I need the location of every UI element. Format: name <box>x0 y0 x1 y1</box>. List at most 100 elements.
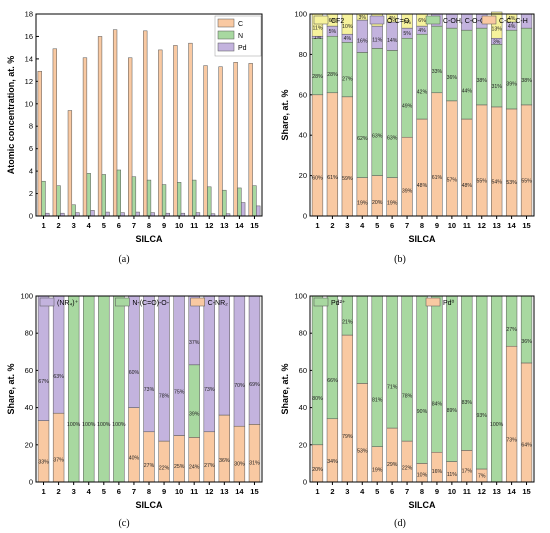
bar-data-label: 89% <box>447 408 458 414</box>
bar-data-label: 59% <box>342 176 353 182</box>
bar-data-label: 19% <box>387 200 398 206</box>
x-tick-label: 11 <box>190 221 198 230</box>
y-axis-label: Share, at. % <box>280 89 290 140</box>
legend-label: Pd <box>238 45 247 52</box>
bar-data-label: 3% <box>359 15 367 21</box>
bar-data-label: 39% <box>402 188 413 194</box>
bar-segment-cc <box>401 136 413 217</box>
y-tick-label: 80 <box>25 329 33 338</box>
bar-data-label: 28% <box>312 74 323 80</box>
bar-n <box>56 185 61 217</box>
y-tick-label: 100 <box>294 10 307 19</box>
y-tick-label: 0 <box>29 212 33 221</box>
bar-data-label: 100% <box>112 422 126 428</box>
x-tick-label: 12 <box>205 487 213 496</box>
bar-c <box>248 63 253 217</box>
bar-segment-coh <box>326 35 339 94</box>
x-tick-label: 7 <box>132 221 136 230</box>
bar-data-label: 100% <box>490 422 504 428</box>
bar-segment-pd2 <box>491 295 503 483</box>
bar-c <box>97 36 103 217</box>
bar-data-label: 19% <box>372 467 383 473</box>
y-tick-label: 80 <box>299 50 307 59</box>
bar-data-label: 17% <box>462 469 473 475</box>
y-tick-label: 20 <box>299 440 307 449</box>
bar-segment-ncoo <box>98 295 110 483</box>
bar-c <box>82 57 88 217</box>
bar-data-label: 53% <box>506 180 517 186</box>
bar-c <box>112 29 118 217</box>
bar-c <box>67 110 73 217</box>
bar-pd <box>135 211 140 217</box>
bar-data-label: 5% <box>329 29 337 35</box>
bar-data-label: 40% <box>129 456 140 462</box>
bar-n <box>116 169 121 217</box>
bar-segment-coh <box>431 25 443 94</box>
y-tick-label: 40 <box>25 403 33 412</box>
bar-data-label: 36% <box>219 458 230 464</box>
bar-data-label: 100% <box>67 422 81 428</box>
bar-data-label: 11% <box>312 26 322 32</box>
bar-segment-coh <box>341 42 353 98</box>
y-tick-label: 40 <box>299 131 307 140</box>
bar-data-label: 93% <box>477 413 488 419</box>
bar-segment-ncoo <box>188 364 200 438</box>
bar-segment-coh <box>446 27 458 102</box>
bar-segment-cnr2 <box>233 425 246 483</box>
bar-segment-pd0 <box>520 362 533 483</box>
bar-pd <box>241 202 246 217</box>
bar-n <box>252 185 257 217</box>
bar-segment-cc <box>311 94 324 217</box>
legend-label: Pd⁰ <box>443 299 455 307</box>
bar-pd <box>195 212 201 217</box>
x-axis-label: SILCA <box>136 234 164 244</box>
bar-n <box>222 189 227 217</box>
bar-n <box>101 174 106 217</box>
bar-segment-cnr2 <box>37 420 50 483</box>
bar-c <box>158 49 163 217</box>
bar-segment-nr4 <box>173 295 185 436</box>
bar-data-label: 79% <box>342 434 353 440</box>
bar-data-label: 61% <box>327 175 338 181</box>
x-tick-label: 15 <box>522 487 530 496</box>
legend-swatch-nr4 <box>39 297 55 307</box>
y-tick-label: 60 <box>299 90 307 99</box>
bar-data-label: 38% <box>521 78 532 84</box>
x-tick-label: 14 <box>507 487 516 496</box>
legend-label: O-C=O <box>387 18 410 25</box>
bar-data-label: 39% <box>506 81 517 87</box>
bar-data-label: 27% <box>506 327 517 333</box>
bar-segment-nr4 <box>37 295 50 421</box>
legend-swatch-cnr2 <box>190 297 205 307</box>
x-tick-label: 10 <box>175 487 183 496</box>
bar-segment-cnr2 <box>52 412 65 483</box>
x-tick-label: 7 <box>405 221 409 230</box>
bar-data-label: 30% <box>234 461 245 467</box>
y-tick-label: 16 <box>25 32 33 41</box>
x-tick-label: 14 <box>235 487 244 496</box>
x-tick-label: 3 <box>345 221 349 230</box>
bar-segment-cnr2 <box>158 440 170 483</box>
bar-n <box>161 184 167 217</box>
bar-data-label: 63% <box>372 133 383 139</box>
bar-c <box>173 45 178 217</box>
x-tick-label: 13 <box>492 221 500 230</box>
legend-label: C <box>238 21 243 28</box>
bar-segment-oco <box>356 19 368 53</box>
bar-segment-pd2 <box>311 295 324 446</box>
y-tick-label: 20 <box>25 440 33 449</box>
bar-data-label: 10% <box>417 472 428 478</box>
bar-data-label: 69% <box>249 382 260 388</box>
legend-swatch-ncoo <box>115 297 130 307</box>
bar-data-label: 11% <box>372 38 382 44</box>
bar-c <box>128 57 133 217</box>
bar-data-label: 44% <box>462 88 473 94</box>
bar-data-label: 75% <box>174 390 185 396</box>
legend-swatch-pd2 <box>313 297 329 307</box>
legend: CN Pd <box>214 15 262 57</box>
bar-segment-pd2 <box>401 295 413 442</box>
bar-data-label: 20% <box>372 200 383 206</box>
x-tick-label: 9 <box>162 487 166 496</box>
